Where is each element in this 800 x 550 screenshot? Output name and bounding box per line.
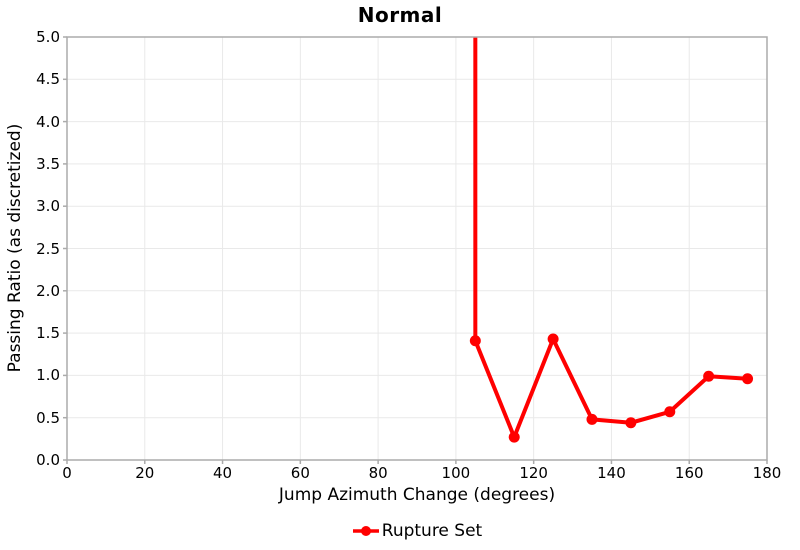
y-tick-label: 3.5	[36, 154, 60, 173]
y-tick-label: 3.0	[36, 197, 60, 216]
x-tick-label: 20	[135, 464, 155, 482]
legend-series-marker-icon	[352, 526, 379, 536]
x-axis-title: Jump Azimuth Change (degrees)	[278, 485, 556, 505]
y-tick-label: 0.5	[36, 408, 60, 427]
x-tick-label: 120	[519, 464, 548, 482]
x-tick-label: 180	[752, 464, 782, 482]
y-tick-label: 0.0	[36, 451, 60, 469]
x-tick-label: 0	[62, 464, 72, 482]
y-tick-label: 5.0	[36, 28, 60, 46]
y-axis-title: Passing Ratio (as discretized)	[5, 123, 25, 373]
plot-border	[66, 36, 768, 461]
x-tick-label: 80	[368, 464, 388, 482]
y-tick-label: 2.0	[36, 281, 60, 300]
data-point	[625, 417, 637, 429]
data-point	[586, 413, 598, 425]
legend-series-label: Rupture Set	[381, 521, 483, 541]
legend: Rupture Set	[67, 519, 767, 543]
data-point	[664, 406, 676, 418]
chart-title: Normal	[357, 3, 443, 27]
x-tick-label: 160	[674, 464, 704, 482]
data-point	[703, 370, 715, 382]
data-point	[742, 373, 754, 385]
data-point	[469, 335, 481, 347]
x-tick-label: 100	[441, 464, 471, 482]
x-tick-label: 140	[597, 464, 626, 482]
y-tick-label: 2.5	[36, 239, 60, 258]
y-tick-label: 1.0	[36, 366, 60, 385]
y-tick-label: 4.5	[36, 70, 60, 89]
y-tick-label: 4.0	[36, 112, 60, 131]
data-point	[547, 333, 559, 345]
x-tick-label: 40	[213, 464, 233, 482]
x-tick-label: 60	[290, 464, 310, 482]
y-tick-label: 1.5	[36, 324, 60, 343]
data-point	[508, 431, 520, 443]
